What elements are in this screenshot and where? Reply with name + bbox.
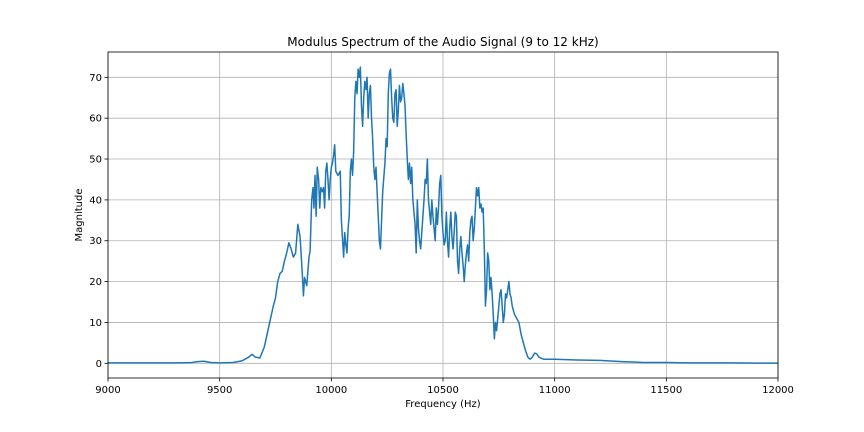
x-tick-label: 11000 [539,385,571,396]
grid-lines [107,52,779,378]
x-tick-label: 9000 [95,385,120,396]
y-tick-label: 70 [89,73,102,84]
chart-title: Modulus Spectrum of the Audio Signal (9 … [287,35,598,49]
y-tick-label: 0 [96,359,102,370]
series-layer [108,66,778,364]
x-tick-label: 11500 [650,385,682,396]
x-tick-label: 9500 [207,385,232,396]
x-tick-label: 10000 [315,385,347,396]
y-axis-label: Magnitude [74,189,85,242]
y-tick-label: 10 [89,318,102,329]
x-tick-label: 12000 [762,385,794,396]
x-axis-label: Frequency (Hz) [405,399,481,410]
y-tick-label: 60 [89,114,102,125]
y-tick-label: 40 [89,195,102,206]
x-axis-ticks: 9000 9500 10000 10500 11000 11500 12000 [95,378,794,396]
y-tick-label: 30 [89,236,102,247]
y-axis-ticks: 0 10 20 30 40 50 60 70 [89,73,108,370]
x-tick-label: 10500 [427,385,459,396]
y-tick-label: 20 [89,277,102,288]
spectrum-line [108,66,778,364]
y-tick-label: 50 [89,155,102,166]
